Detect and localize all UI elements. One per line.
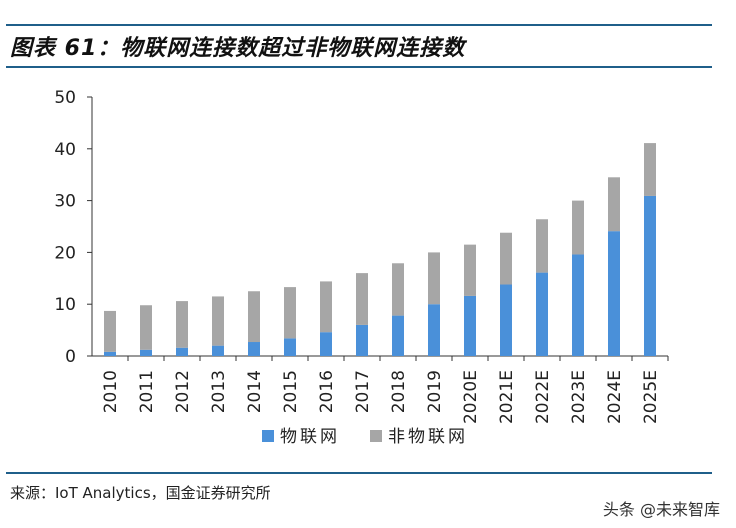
- x-tick-label: 2020E: [461, 370, 481, 424]
- source-top-rule: [6, 472, 712, 474]
- bar-non-iot: [104, 310, 116, 352]
- y-tick-label: 50: [54, 88, 76, 108]
- bar-iot: [608, 231, 620, 356]
- stacked-bar-chart: 0 10 20 30 40 50 2010 2011 2012 2013 2014 2015 2016 2…: [54, 88, 669, 447]
- bar-iot: [464, 295, 476, 356]
- x-tick-label: 2024E: [605, 370, 625, 424]
- x-tick-label: 2013: [209, 370, 229, 413]
- title-bottom-rule: [6, 66, 712, 68]
- bar-iot: [644, 195, 656, 356]
- legend-label-iot: 物联网: [280, 427, 340, 447]
- bar-iot: [428, 304, 440, 356]
- bar-iot: [356, 324, 368, 356]
- x-tick-label: 2019: [425, 370, 445, 413]
- bar-non-iot: [176, 301, 188, 348]
- bar-iot: [176, 347, 188, 356]
- legend-swatch-non-iot: [370, 430, 382, 442]
- bar-non-iot: [392, 263, 404, 316]
- x-tick-label: 2015: [281, 370, 301, 413]
- x-tick-label: 2017: [353, 370, 373, 413]
- y-tick-label: 10: [54, 295, 76, 315]
- bar-iot: [140, 349, 152, 356]
- x-tick-label: 2021E: [497, 370, 517, 424]
- bar-non-iot: [428, 252, 440, 305]
- x-tick-label: 2025E: [641, 370, 661, 424]
- bar-iot: [212, 345, 224, 356]
- bar-iot: [320, 332, 332, 356]
- x-tick-label: 2023E: [569, 370, 589, 424]
- bar-non-iot: [320, 281, 332, 333]
- bar-non-iot: [248, 291, 260, 343]
- x-tick-label: 2012: [173, 370, 193, 413]
- x-tick-label: 2011: [137, 370, 157, 413]
- figure-title: 图表 61：物联网连接数超过非物联网连接数: [10, 36, 466, 61]
- bar-non-iot: [464, 244, 476, 296]
- legend-label-non-iot: 非物联网: [388, 427, 468, 447]
- legend-swatch-iot: [262, 430, 274, 442]
- y-tick-label: 30: [54, 192, 76, 212]
- bar-non-iot: [500, 232, 512, 285]
- x-tick-label: 2014: [245, 370, 265, 413]
- x-tick-label: 2016: [317, 370, 337, 413]
- bar-non-iot: [644, 143, 656, 196]
- source-note: 来源：IoT Analytics，国金证券研究所: [10, 484, 271, 502]
- x-tick-label: 2010: [101, 370, 121, 413]
- bar-iot: [536, 272, 548, 356]
- bar-non-iot: [356, 273, 368, 325]
- bar-non-iot: [140, 305, 152, 350]
- x-tick-label: 2018: [389, 370, 409, 413]
- bar-iot: [104, 351, 116, 356]
- bar-non-iot: [608, 177, 620, 232]
- title-top-rule: [6, 24, 712, 26]
- bar-iot: [572, 254, 584, 356]
- bar-iot: [284, 338, 296, 356]
- bar-iot: [248, 342, 260, 356]
- bar-iot: [500, 284, 512, 356]
- bar-non-iot: [572, 200, 584, 255]
- y-tick-label: 40: [54, 140, 76, 160]
- bar-non-iot: [536, 219, 548, 273]
- bar-iot: [392, 315, 404, 356]
- y-tick-label: 20: [54, 243, 76, 263]
- x-tick-label: 2022E: [533, 370, 553, 424]
- bar-non-iot: [284, 287, 296, 339]
- watermark: 头条 @未来智库: [602, 500, 720, 519]
- bar-non-iot: [212, 296, 224, 346]
- y-tick-label: 0: [65, 347, 76, 367]
